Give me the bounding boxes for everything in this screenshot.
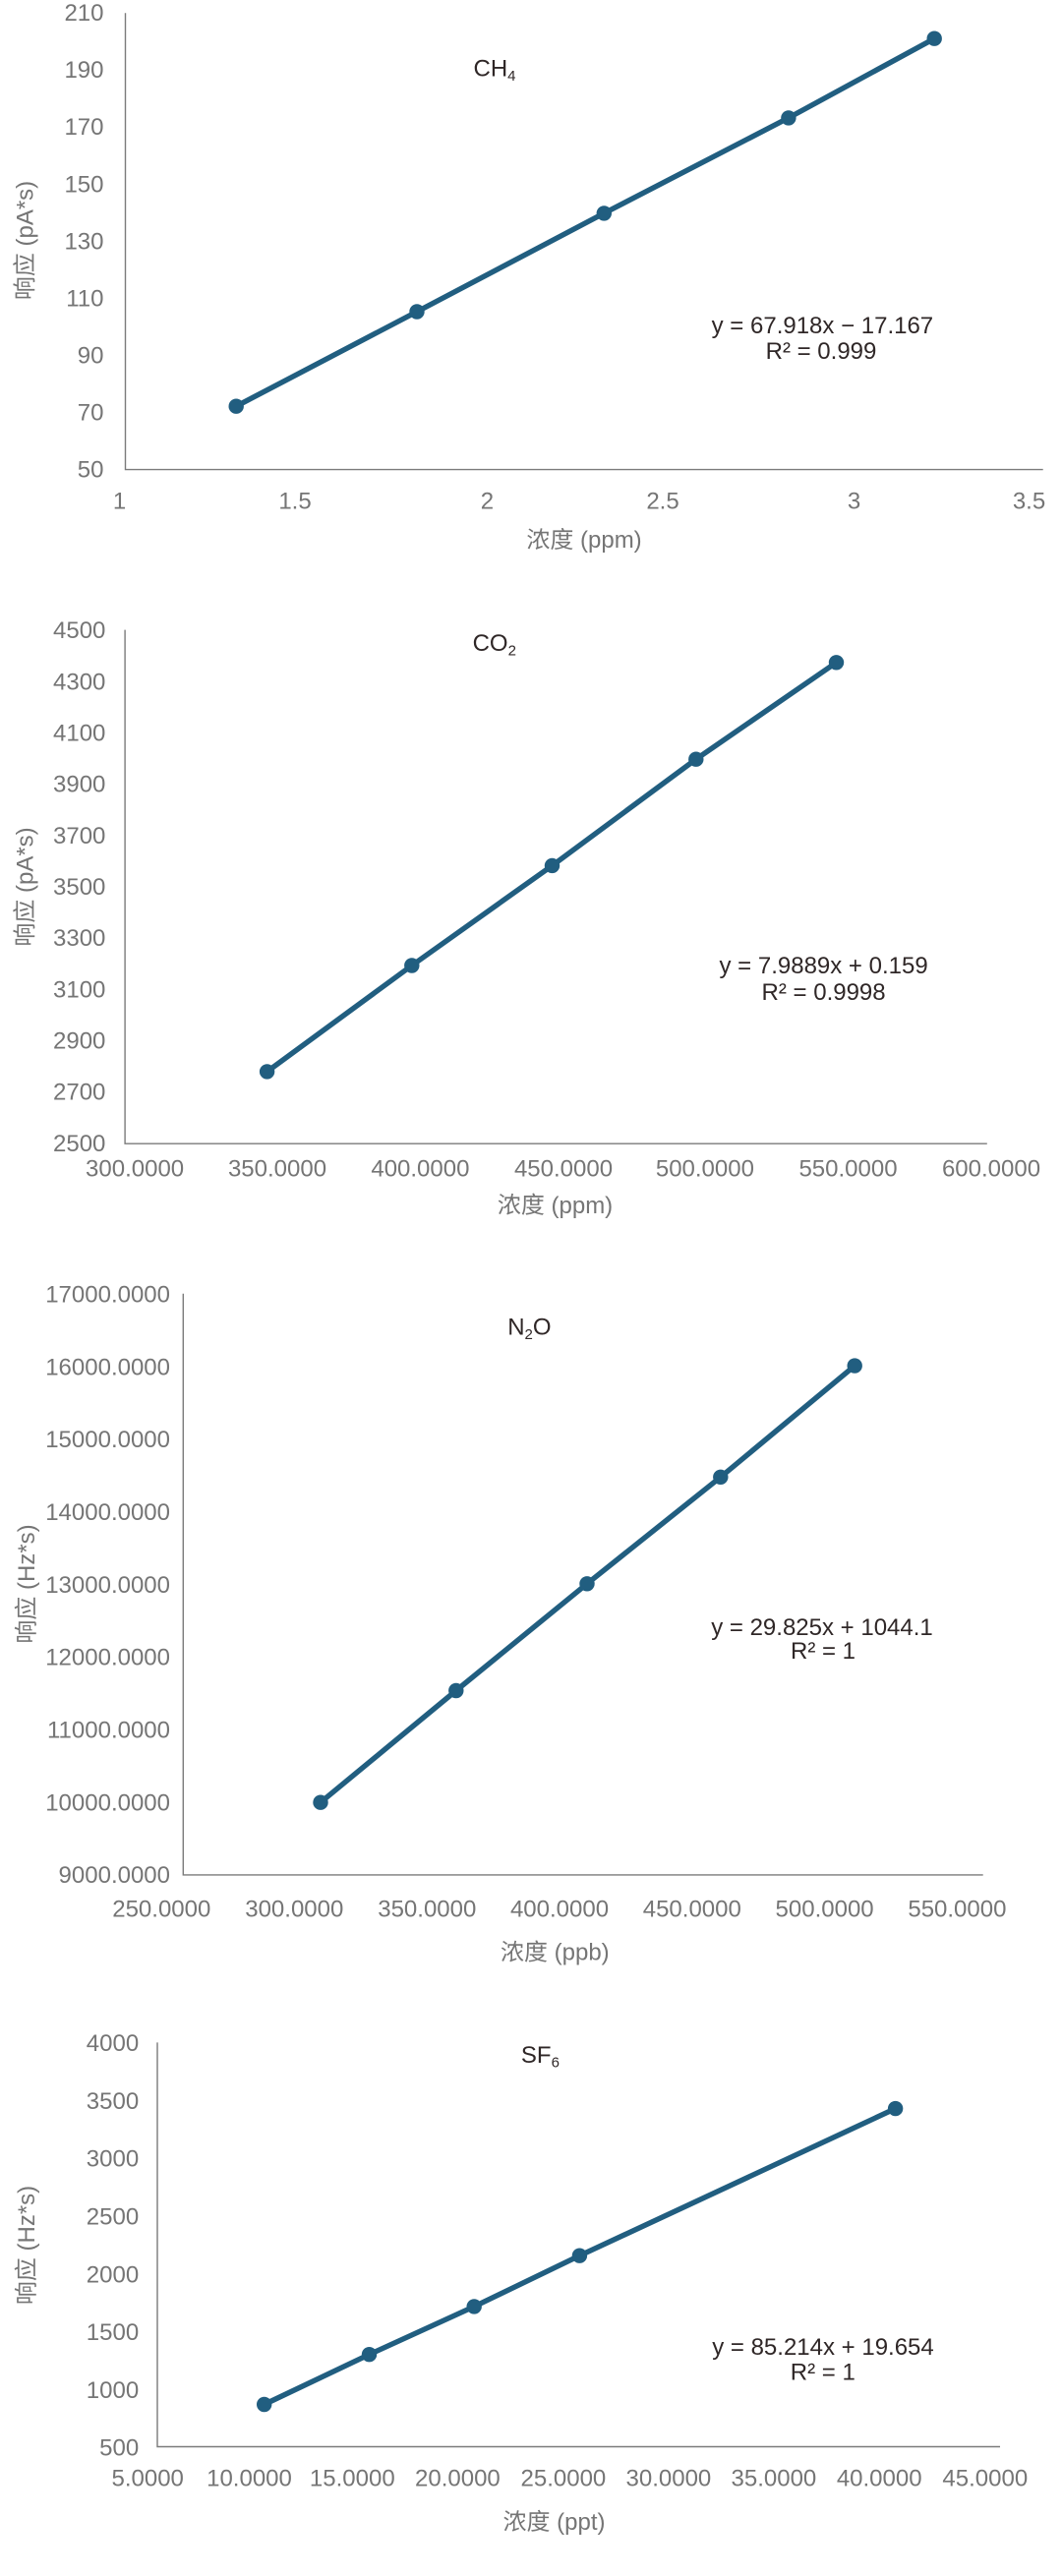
svg-text:11000.0000: 11000.0000 <box>47 1718 170 1744</box>
svg-text:3500: 3500 <box>53 874 105 901</box>
svg-text:35.0000: 35.0000 <box>732 2465 817 2491</box>
svg-text:25.0000: 25.0000 <box>521 2465 607 2491</box>
svg-text:(Hz*s): (Hz*s) <box>14 2186 40 2252</box>
svg-text:500: 500 <box>99 2435 139 2462</box>
svg-text:12000.0000: 12000.0000 <box>45 1645 170 1671</box>
svg-text:(ppb): (ppb) <box>555 1940 610 1966</box>
svg-text:R² = 1: R² = 1 <box>791 2360 856 2386</box>
svg-text:16000.0000: 16000.0000 <box>45 1354 170 1380</box>
svg-text:R² = 0.999: R² = 0.999 <box>766 338 877 365</box>
svg-text:y = 7.9889x + 0.159: y = 7.9889x + 0.159 <box>720 953 928 979</box>
svg-text:3900: 3900 <box>53 772 105 798</box>
svg-text:(pA*s): (pA*s) <box>13 827 39 893</box>
svg-text:9000.0000: 9000.0000 <box>59 1862 170 1889</box>
svg-text:30.0000: 30.0000 <box>626 2465 712 2491</box>
svg-text:2700: 2700 <box>53 1080 105 1106</box>
svg-text:3: 3 <box>848 489 860 515</box>
svg-text:190: 190 <box>64 57 103 84</box>
svg-text:550.0000: 550.0000 <box>798 1156 897 1183</box>
svg-text:450.0000: 450.0000 <box>514 1156 613 1183</box>
svg-text:2500: 2500 <box>53 1131 105 1157</box>
svg-text:130: 130 <box>64 228 103 255</box>
svg-text:300.0000: 300.0000 <box>245 1897 343 1923</box>
svg-text:3.5: 3.5 <box>1013 489 1045 515</box>
svg-text:10000.0000: 10000.0000 <box>45 1789 170 1816</box>
svg-text:550.0000: 550.0000 <box>908 1897 1006 1923</box>
svg-text:300.0000: 300.0000 <box>86 1156 184 1183</box>
svg-text:R² = 0.9998: R² = 0.9998 <box>762 979 886 1006</box>
svg-text:500.0000: 500.0000 <box>656 1156 754 1183</box>
svg-text:600.0000: 600.0000 <box>942 1156 1040 1183</box>
svg-text:45.0000: 45.0000 <box>942 2465 1028 2491</box>
svg-text:250.0000: 250.0000 <box>112 1897 210 1923</box>
svg-text:1500: 1500 <box>87 2319 139 2346</box>
svg-text:3500: 3500 <box>87 2088 139 2115</box>
svg-text:R² = 1: R² = 1 <box>791 1638 856 1665</box>
svg-text:1: 1 <box>113 489 126 515</box>
svg-text:(ppm): (ppm) <box>552 1193 614 1219</box>
svg-text:3700: 3700 <box>53 823 105 849</box>
svg-text:210: 210 <box>64 0 103 27</box>
svg-text:20.0000: 20.0000 <box>415 2465 501 2491</box>
svg-text:10.0000: 10.0000 <box>206 2465 292 2491</box>
svg-text:2000: 2000 <box>87 2261 139 2288</box>
svg-text:2: 2 <box>481 489 494 515</box>
svg-text:150: 150 <box>64 171 103 198</box>
svg-text:40.0000: 40.0000 <box>837 2465 922 2491</box>
svg-text:CO2: CO2 <box>473 630 516 660</box>
svg-text:2900: 2900 <box>53 1028 105 1055</box>
svg-text:450.0000: 450.0000 <box>643 1897 741 1923</box>
svg-text:y = 29.825x + 1044.1: y = 29.825x + 1044.1 <box>711 1614 933 1641</box>
svg-text:50: 50 <box>78 457 104 484</box>
svg-text:15000.0000: 15000.0000 <box>45 1427 170 1453</box>
svg-text:70: 70 <box>78 399 104 426</box>
svg-text:SF6: SF6 <box>521 2042 560 2072</box>
svg-text:15.0000: 15.0000 <box>310 2465 395 2491</box>
svg-text:4100: 4100 <box>53 721 105 747</box>
svg-text:350.0000: 350.0000 <box>378 1897 476 1923</box>
svg-text:4500: 4500 <box>53 617 105 644</box>
svg-text:90: 90 <box>78 342 104 369</box>
svg-text:2500: 2500 <box>87 2204 139 2231</box>
svg-text:3100: 3100 <box>53 976 105 1003</box>
svg-text:4300: 4300 <box>53 669 105 695</box>
svg-text:400.0000: 400.0000 <box>371 1156 469 1183</box>
svg-text:CH4: CH4 <box>474 56 516 86</box>
svg-text:500.0000: 500.0000 <box>776 1897 874 1923</box>
svg-text:y = 85.214x + 19.654: y = 85.214x + 19.654 <box>712 2334 934 2361</box>
svg-text:1.5: 1.5 <box>278 489 311 515</box>
svg-text:y = 67.918x − 17.167: y = 67.918x − 17.167 <box>712 313 934 339</box>
svg-text:4000: 4000 <box>87 2030 139 2057</box>
svg-text:13000.0000: 13000.0000 <box>45 1572 170 1599</box>
svg-text:2.5: 2.5 <box>646 489 678 515</box>
svg-text:110: 110 <box>66 285 103 312</box>
svg-text:350.0000: 350.0000 <box>228 1156 326 1183</box>
svg-text:5.0000: 5.0000 <box>111 2465 183 2491</box>
svg-text:3300: 3300 <box>53 925 105 952</box>
svg-text:N2O: N2O <box>507 1315 551 1344</box>
svg-text:17000.0000: 17000.0000 <box>45 1281 170 1308</box>
svg-text:170: 170 <box>64 114 103 141</box>
svg-text:1000: 1000 <box>87 2377 139 2404</box>
svg-text:(Hz*s): (Hz*s) <box>14 1524 40 1590</box>
svg-text:14000.0000: 14000.0000 <box>45 1499 170 1526</box>
svg-text:(ppm): (ppm) <box>580 527 642 554</box>
svg-text:(pA*s): (pA*s) <box>13 181 39 247</box>
svg-text:400.0000: 400.0000 <box>510 1897 609 1923</box>
svg-text:3000: 3000 <box>87 2146 139 2173</box>
svg-text:(ppt): (ppt) <box>557 2509 605 2536</box>
